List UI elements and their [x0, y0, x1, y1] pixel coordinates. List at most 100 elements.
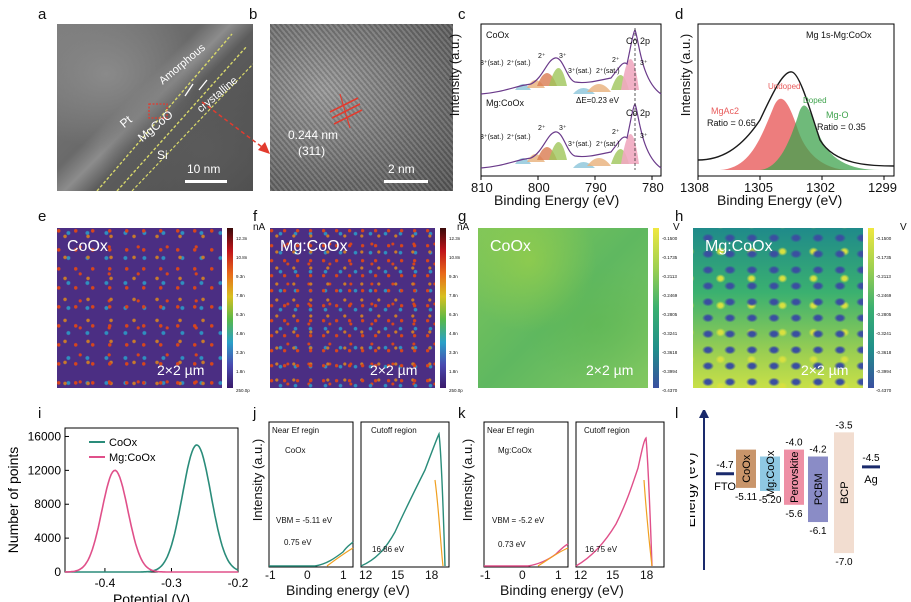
ups-x-axis-label: Binding energy (eV) [286, 582, 410, 598]
ups-cutoff: 16.75 eV [585, 545, 618, 554]
cafm-map-coox: CoOx 2×2 µm [57, 228, 222, 388]
panel-letter-g: g [458, 208, 467, 225]
kpfm-colorbar-ticks-h: -0.1500 -0.1735 -0.2113 -0.2469 -0.2805 -0.32… [876, 236, 892, 393]
lower-xps-fits [515, 134, 639, 168]
zoom-arrow-icon [201, 101, 270, 154]
scale-bar-label: 2 nm [388, 162, 415, 176]
lower-peak-label: 3⁺ [559, 125, 567, 132]
upper-xps-fits [515, 59, 639, 94]
layer-name: PCBM [813, 473, 825, 505]
xps-edge-label-lower: Co 2p [626, 108, 651, 118]
xps-y-axis-label: Intensity (a.u.) [447, 33, 462, 117]
upper-peak-label: 3⁺(sat.) [568, 68, 592, 75]
layer-bar-4 [808, 456, 828, 523]
ups-y-axis-label: Intensity (a.u.) [250, 438, 265, 522]
layer-bar-5 [834, 432, 854, 554]
mgac-ratio: Ratio = 0.65 [707, 118, 756, 128]
ups-x-axis-label: Binding energy (eV) [500, 582, 624, 598]
cafm-colorbar-e [227, 228, 233, 388]
xps-edge-label-upper: Co 2p [626, 36, 651, 46]
y-tick-label: 8000 [34, 497, 61, 511]
cafm-map-mgcoox: Mg:CoOx 2×2 µm [270, 228, 435, 388]
xps-upper-sample: CoOx [486, 30, 510, 40]
mg1s-tick: 1305 [744, 180, 773, 195]
kpfm-scale-label: 2×2 µm [586, 362, 634, 378]
x-tick-label: -0.2 [228, 576, 249, 590]
co2p-xps-chart [480, 23, 662, 180]
kpfm-sample-label: Mg:CoOx [705, 238, 773, 255]
layer-top-label: -4.2 [809, 445, 827, 456]
mg1s-y-axis-label: Intensity (a.u.) [678, 33, 693, 117]
mg1s-tick: 1299 [868, 180, 897, 195]
upper-peak-label: 3⁺ [559, 53, 567, 60]
tem-cross-section-image: Amorphous crystalline Pt MgCoO Si 10 nm [57, 24, 253, 191]
layer-bar-3 [784, 449, 804, 505]
lower-peak-label: 3⁺ [640, 133, 648, 140]
panel-letter-c: c [458, 6, 466, 23]
doped-label: Doped [803, 96, 827, 105]
scale-bar-label: 10 nm [187, 162, 221, 176]
panel-letter-h: h [675, 208, 684, 225]
layer-top-label: -4.5 [862, 453, 880, 464]
x-tick-label: -0.4 [95, 576, 116, 590]
undoped-label: Undoped [768, 82, 801, 91]
cafm-colorbar-ticks-e: 12.3n 10.8n 9.3n 7.8n 6.3n 4.8n 3.3n 1.8n 250.0p [236, 236, 250, 393]
ups-tick: 0 [519, 568, 526, 582]
plot-frame [64, 427, 239, 573]
kpfm-unit-g: V [673, 222, 680, 233]
lower-peak-label: 3⁺(sat.) [480, 134, 504, 141]
ups-left-title: Near Ef regin [272, 426, 320, 435]
kpfm-colorbar-g [653, 228, 659, 388]
x-axis-label: Potential (V) [113, 591, 190, 602]
panel-letter-j: j [253, 405, 257, 422]
series-line-0 [65, 444, 239, 573]
upper-peak-label: 2⁺ [538, 53, 546, 60]
energy-axis-label: Energy (eV) [690, 453, 698, 528]
panel-letter-f: f [253, 208, 258, 225]
hrtem-image: 0.244 nm (311) 2 nm [270, 24, 453, 191]
xps-delta-label: ΔE=0.23 eV [576, 96, 619, 105]
upper-peak-label: 2⁺(sat.) [507, 60, 531, 67]
ups-tick: 1 [340, 568, 347, 582]
series-line-1 [65, 469, 238, 573]
ups-tick: 1 [555, 568, 562, 582]
lattice-spacing-label: 0.244 nm [288, 128, 339, 142]
ups-tick: 15 [391, 568, 405, 582]
ups-vbm: VBM = -5.2 eV [492, 516, 545, 525]
panel-letter-e: e [38, 208, 47, 225]
xps-lower-sample: Mg:CoOx [486, 98, 525, 108]
ups-tick: 12 [359, 568, 373, 582]
upper-peak-label: 2⁺(sat.) [596, 68, 620, 75]
ups-onset: 0.75 eV [284, 538, 312, 547]
legend-label: CoOx [109, 437, 138, 449]
ups-sample: CoOx [285, 446, 306, 455]
lower-peak-label: 3⁺(sat.) [568, 141, 592, 148]
ups-y-axis-label: Intensity (a.u.) [460, 438, 475, 522]
ups-tick: 18 [425, 568, 439, 582]
upper-peak-label: 2⁺ [612, 57, 620, 64]
panel-letter-d: d [675, 6, 684, 23]
upper-peak-label: 3⁺(sat.) [480, 60, 504, 67]
kpfm-colorbar-h [868, 228, 874, 388]
energy-axis-arrow-icon [699, 410, 709, 418]
xps-tick: 790 [585, 180, 607, 195]
scale-bar [384, 180, 428, 183]
ups-right-title: Cutoff region [584, 426, 630, 435]
ups-tick: 15 [606, 568, 620, 582]
cafm-scale-label: 2×2 µm [157, 362, 205, 378]
ups-chart-mgcoox [483, 421, 665, 568]
ups-right-title: Cutoff region [371, 426, 417, 435]
layer-name: FTO [714, 481, 736, 493]
layer-bottom-label: -6.1 [809, 526, 827, 537]
ups-chart-coox [268, 421, 450, 568]
layer-bar-1 [736, 449, 756, 488]
layer-bottom-label: -7.0 [835, 557, 853, 568]
xps-x-axis-label: Binding Energy (eV) [494, 192, 620, 208]
layer-name: Mg:CoOx [765, 450, 777, 497]
layer-top-label: -4.7 [716, 460, 734, 471]
panel-letter-k: k [458, 405, 466, 422]
cafm-scale-label: 2×2 µm [370, 362, 418, 378]
ups-tick: -1 [265, 568, 276, 582]
lower-peak-label: 2⁺ [538, 125, 546, 132]
ups-tick: 12 [574, 568, 588, 582]
